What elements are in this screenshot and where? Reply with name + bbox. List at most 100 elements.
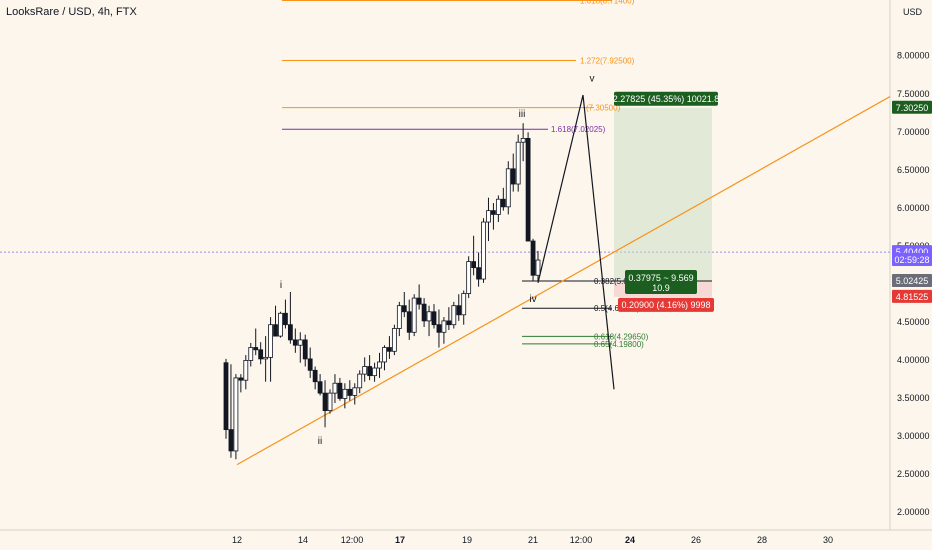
fib-level-label: 0.5(4.66700) [594,304,640,313]
candle-up [243,360,249,381]
candle-up [362,366,368,375]
candle-up [486,210,491,223]
candle-down [322,392,328,412]
wave-label-v: v [590,73,595,84]
fib-level-label: (7.30500) [586,104,621,113]
candle-down [510,168,516,185]
risk-reward-label: 0.37975 ~ 9.569 [628,273,693,283]
candle-down [238,377,244,381]
x-tick-label: 19 [462,535,472,545]
price-tag: 02:59:28 [894,255,929,265]
candle-down [525,137,531,242]
candle-up [520,137,526,143]
stop-label-bg [618,297,714,312]
candle-up [426,311,432,322]
x-tick-label: 12 [232,535,242,545]
price-tag-bg [892,274,932,288]
candle-up [515,141,521,185]
currency-label: USD [903,7,923,17]
candle-up [481,221,486,280]
fib-level-label: 0.618(4.29650) [594,332,649,341]
candle-down [273,324,278,337]
x-tick-label: 12:00 [341,535,364,545]
candle-down [421,303,427,322]
candle-down [367,366,373,377]
candle-down [253,347,259,351]
wave-label-iii: iii [519,109,526,120]
candle-up [505,168,511,208]
candle-down [307,358,313,371]
risk-reward-sub: 10.9 [652,283,670,293]
x-tick-label: 14 [298,535,308,545]
wave-label-iv: iv [529,294,536,305]
x-tick-label: 30 [823,535,833,545]
candle-down [406,311,412,333]
target-label-bg [614,91,718,106]
price-tag-bg [892,100,932,114]
candle-up [372,367,377,377]
candle-up [342,388,348,399]
y-tick-label: 2.00000 [897,507,930,517]
candle-down [312,369,318,383]
candle-up [382,347,387,363]
candle-up [391,328,397,352]
target-label: 2.27825 (45.35%) 10021.8 [613,94,720,104]
candle-down [387,347,392,352]
candle-down [317,381,323,394]
candle-down [347,388,353,396]
wave-label-ii: ii [318,436,322,447]
candle-up [377,361,382,369]
wave-label-i: i [280,280,282,291]
x-tick-label: 28 [757,535,767,545]
candle-up [495,198,501,215]
position-profit-zone[interactable] [614,107,712,282]
y-tick-label: 3.00000 [897,431,930,441]
candle-down [446,320,452,326]
candle-down [491,210,496,215]
candle-up [268,324,273,358]
y-tick-label: 4.50000 [897,317,930,327]
candle-up [278,312,283,337]
candle-down [302,339,308,360]
candle-up [451,305,457,326]
candle-up [357,373,363,389]
y-tick-label: 2.50000 [897,469,930,479]
candle-up [461,293,467,316]
risk-reward-bg [625,270,697,295]
wave-projection-line[interactable] [537,94,615,390]
x-tick-label: 17 [395,535,405,545]
trendline[interactable] [236,96,891,466]
candle-down [337,382,343,399]
fib-level-label: 1.618(8.71400) [580,0,635,5]
candle-up [535,259,541,276]
price-tag-bg [892,253,932,267]
fib-level-label: 1.618(7.02025) [551,125,606,134]
y-tick-label: 8.00000 [897,51,930,61]
price-tag: 4.81525 [896,292,929,302]
candle-up [327,392,333,412]
candle-down [456,305,462,316]
candle-down [436,324,442,333]
candle-down [287,324,293,341]
candle-up [263,356,269,360]
fib-level-label: 1.272(7.92500) [580,56,635,65]
candle-down [258,349,264,360]
candle-up [233,377,239,452]
x-tick-label: 24 [625,535,635,545]
candle-up [466,261,472,294]
price-tag: 5.02425 [896,276,929,286]
candle-down [476,267,481,280]
candle-up [332,382,338,394]
candle-down [431,311,437,326]
y-tick-label: 6.00000 [897,203,930,213]
candle-up [396,305,402,329]
y-tick-label: 6.50000 [897,165,930,175]
candle-down [416,297,422,305]
candle-down [500,198,506,208]
price-tag: 7.30250 [896,103,929,113]
candle-down [228,429,234,452]
candle-down [223,362,229,431]
chart-title: LooksRare / USD, 4h, FTX [6,6,137,18]
